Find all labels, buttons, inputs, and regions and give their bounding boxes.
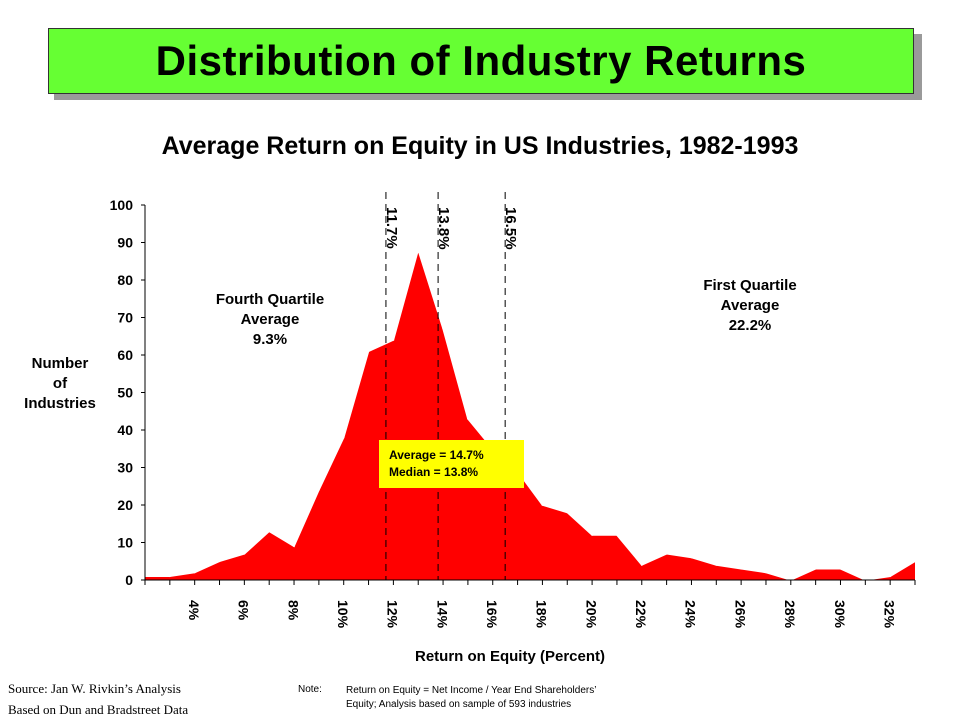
y-axis-label-line: of bbox=[52, 375, 68, 392]
x-tick-label: 28% bbox=[782, 600, 798, 629]
y-tick-label: 20 bbox=[117, 497, 133, 513]
annotation-line: 9.3% bbox=[252, 331, 288, 348]
y-tick-label: 30 bbox=[117, 460, 133, 476]
x-axis-label: Return on Equity (Percent) bbox=[414, 648, 605, 665]
note-line: Return on Equity = Net Income / Year End… bbox=[346, 685, 597, 696]
x-tick-label: 10% bbox=[335, 600, 351, 629]
data-point bbox=[740, 568, 742, 570]
data-point bbox=[690, 556, 693, 559]
note-label: Note: bbox=[298, 684, 322, 695]
data-point bbox=[417, 249, 420, 251]
data-point bbox=[318, 489, 320, 491]
average-label: Average = 14.7% bbox=[389, 448, 484, 462]
data-point bbox=[665, 553, 668, 555]
y-tick-label: 70 bbox=[117, 310, 133, 326]
data-point bbox=[193, 571, 196, 574]
x-tick-label: 16% bbox=[484, 600, 500, 629]
data-point bbox=[566, 511, 569, 514]
data-point bbox=[243, 553, 246, 555]
data-point bbox=[839, 568, 842, 570]
median-label: Median = 13.8% bbox=[389, 465, 479, 479]
data-point bbox=[342, 436, 345, 439]
data-point bbox=[169, 575, 171, 578]
x-tick-label: 24% bbox=[683, 600, 699, 629]
x-tick-label: 30% bbox=[832, 600, 848, 629]
data-point bbox=[889, 575, 891, 578]
x-tick-label: 18% bbox=[534, 600, 550, 629]
annotation-line: Average bbox=[720, 297, 780, 314]
note-text: Return on Equity = Net Income / Year End… bbox=[346, 684, 596, 712]
data-point bbox=[367, 350, 370, 353]
data-point bbox=[591, 534, 593, 536]
x-tick-label: 4% bbox=[186, 600, 202, 621]
x-tick-label: 26% bbox=[732, 600, 748, 629]
source-line: Based on Dun and Bradstreet Data bbox=[8, 702, 189, 717]
x-tick-label: 12% bbox=[385, 600, 401, 629]
data-point bbox=[392, 339, 395, 341]
fourth-quartile-annotation: Fourth Quartile Average 9.3% bbox=[180, 290, 360, 350]
data-point bbox=[914, 560, 916, 563]
source-note: Source: Jan W. Rivkin’s Analysis Based o… bbox=[8, 678, 188, 720]
data-point bbox=[814, 568, 817, 570]
annotation-line: 22.2% bbox=[728, 317, 772, 334]
y-tick-label: 0 bbox=[125, 572, 133, 588]
reference-line-label: 16.5% bbox=[502, 207, 519, 250]
chart-title: Average Return on Equity in US Industrie… bbox=[161, 132, 799, 160]
x-tick-label: 8% bbox=[285, 600, 301, 621]
y-tick-label: 100 bbox=[110, 197, 134, 213]
data-point bbox=[293, 545, 295, 548]
x-tick-label: 14% bbox=[434, 600, 450, 629]
data-point bbox=[715, 564, 718, 566]
stats-box: Average = 14.7% Median = 13.8% bbox=[379, 440, 524, 488]
y-tick-label: 60 bbox=[117, 347, 133, 363]
data-point bbox=[268, 530, 271, 533]
annotation-line: Fourth Quartile bbox=[215, 291, 325, 308]
data-point bbox=[616, 534, 618, 536]
note-line: Equity; Analysis based on sample of 593 … bbox=[346, 699, 572, 710]
y-tick-label: 80 bbox=[117, 272, 133, 288]
data-point bbox=[467, 418, 469, 420]
data-point bbox=[442, 328, 444, 330]
distribution-outline bbox=[145, 247, 916, 581]
y-axis-label: Number of Industries bbox=[8, 354, 112, 414]
y-tick-label: 50 bbox=[117, 385, 133, 401]
y-axis-label-line: Number bbox=[31, 355, 89, 372]
x-tick-label: 22% bbox=[633, 600, 649, 629]
page-title: Distribution of Industry Returns bbox=[48, 28, 914, 94]
data-point bbox=[641, 564, 643, 566]
x-tick-label: 6% bbox=[236, 600, 252, 621]
distribution-area bbox=[145, 250, 915, 580]
reference-line-label: 13.8% bbox=[435, 207, 452, 250]
x-tick-label: 20% bbox=[583, 600, 599, 629]
data-point bbox=[765, 571, 767, 574]
reference-line-label: 11.7% bbox=[383, 207, 400, 249]
source-line: Source: Jan W. Rivkin’s Analysis bbox=[8, 681, 181, 696]
y-axis-label-line: Industries bbox=[24, 395, 96, 412]
data-point bbox=[541, 504, 544, 506]
y-tick-label: 10 bbox=[117, 535, 133, 551]
annotation-line: Average bbox=[240, 311, 300, 328]
data-point bbox=[218, 560, 221, 563]
y-tick-label: 40 bbox=[117, 422, 133, 438]
first-quartile-annotation: First Quartile Average 22.2% bbox=[660, 276, 840, 336]
x-tick-label: 32% bbox=[881, 600, 897, 629]
annotation-line: First Quartile bbox=[703, 277, 797, 294]
y-tick-label: 90 bbox=[117, 235, 133, 251]
